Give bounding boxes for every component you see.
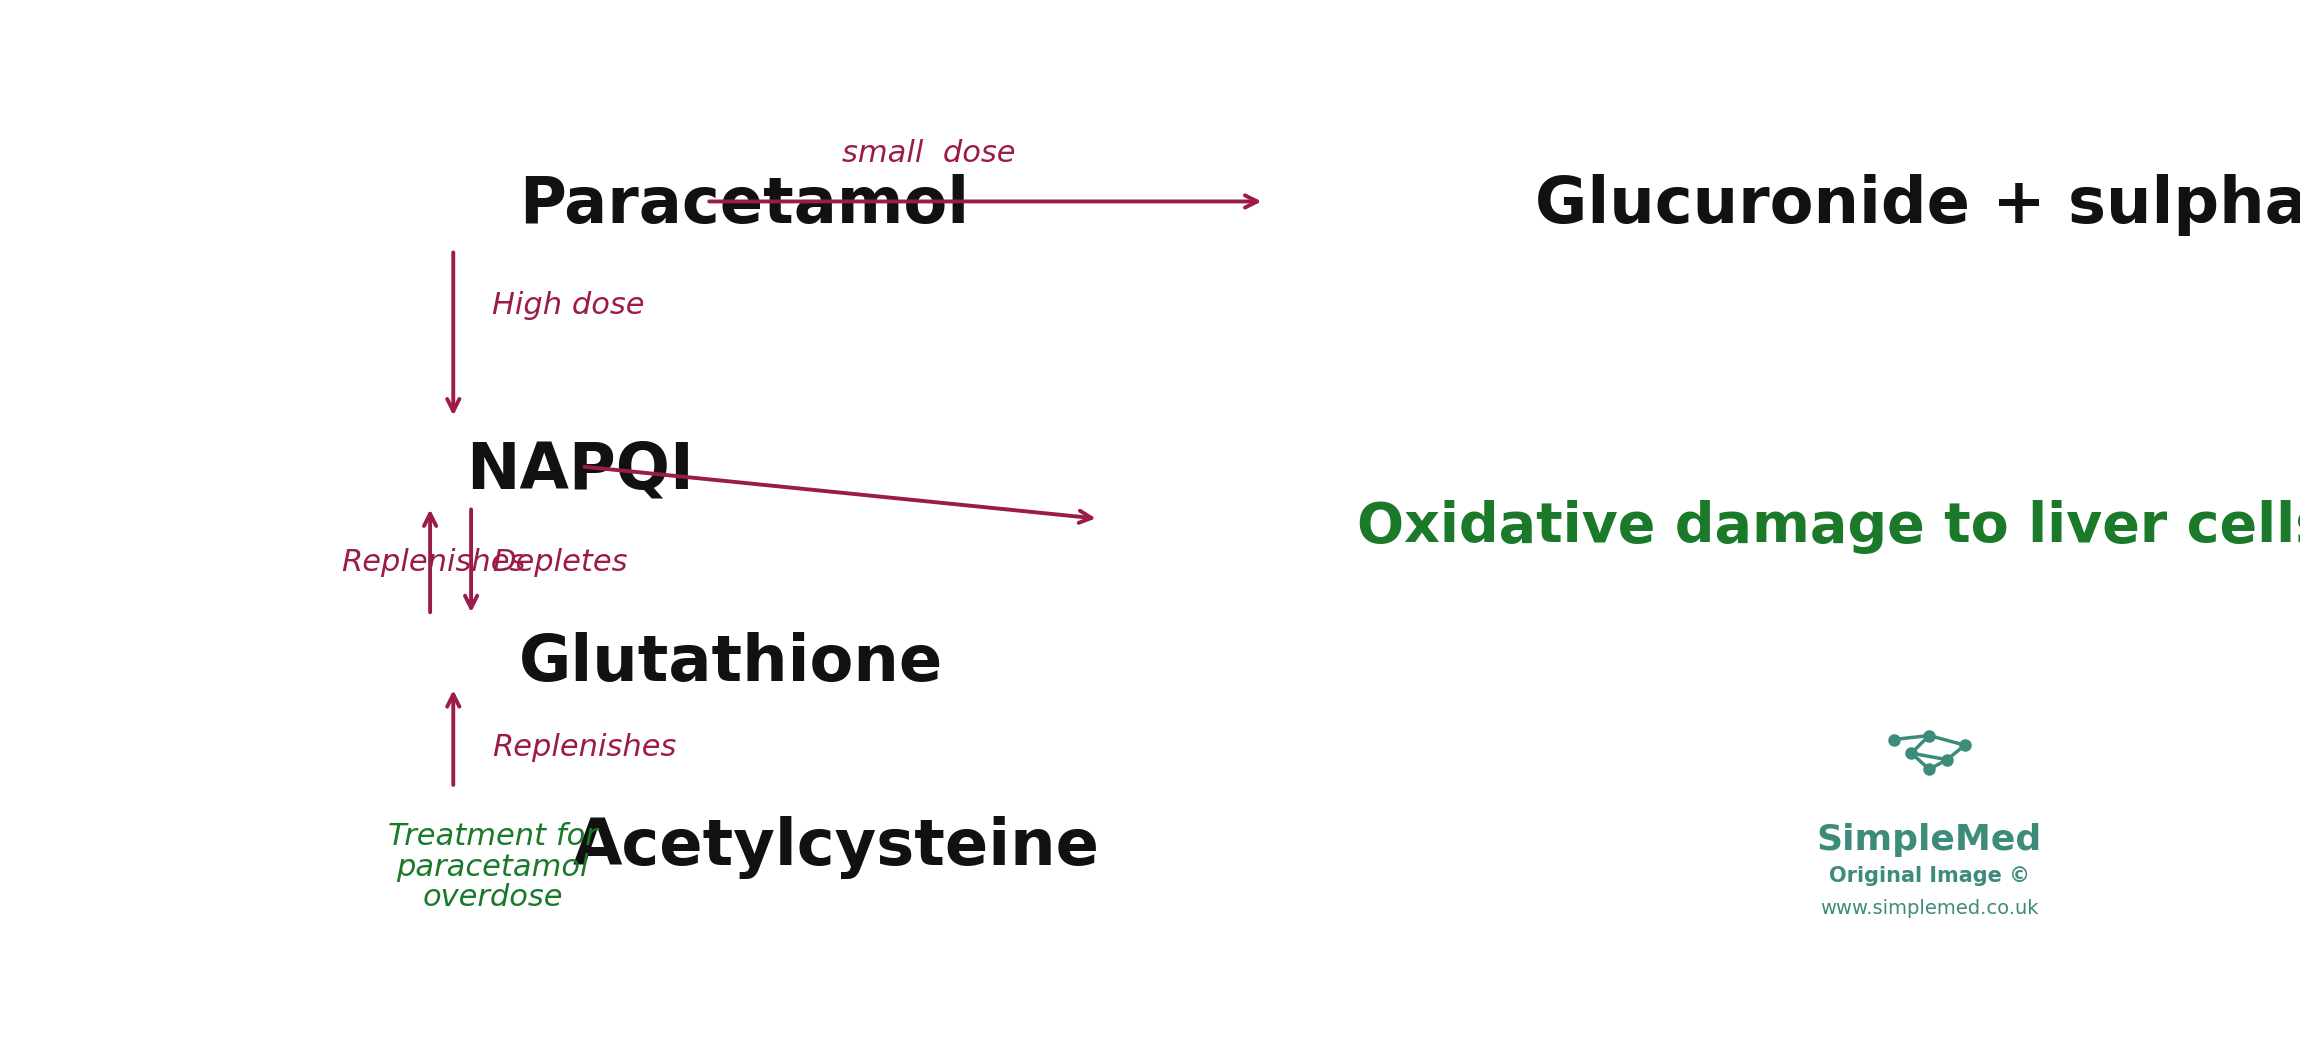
Text: Glutathione: Glutathione	[520, 632, 943, 695]
Text: Replenishes: Replenishes	[340, 549, 524, 578]
Text: Glucuronide + sulphate: Glucuronide + sulphate	[1536, 174, 2300, 237]
Text: overdose: overdose	[423, 883, 564, 913]
Text: paracetamol: paracetamol	[396, 853, 589, 881]
Text: Treatment for: Treatment for	[389, 822, 598, 851]
Text: High dose: High dose	[492, 291, 644, 320]
Text: small  dose: small dose	[842, 139, 1017, 168]
Text: Depletes: Depletes	[492, 549, 628, 578]
Text: Original Image ©: Original Image ©	[1828, 866, 2029, 887]
Text: www.simplemed.co.uk: www.simplemed.co.uk	[1819, 899, 2038, 918]
Text: SimpleMed: SimpleMed	[1817, 823, 2042, 857]
Text: Oxidative damage to liver cells: Oxidative damage to liver cells	[1357, 500, 2300, 554]
Text: Paracetamol: Paracetamol	[520, 174, 968, 237]
Text: Replenishes: Replenishes	[492, 733, 676, 762]
Text: NAPQI: NAPQI	[465, 439, 695, 502]
Text: Acetylcysteine: Acetylcysteine	[573, 817, 1099, 879]
